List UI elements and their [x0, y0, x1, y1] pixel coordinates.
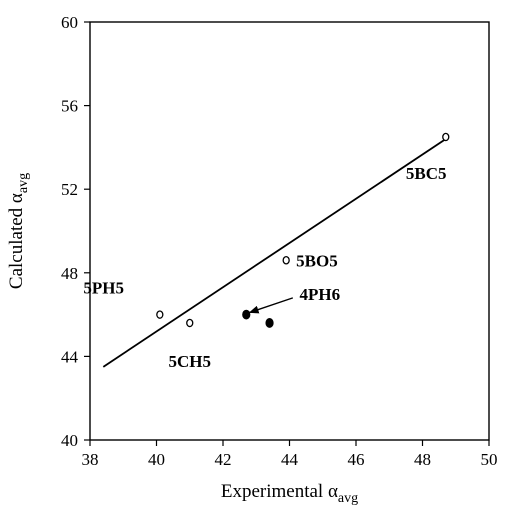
annotation-label: 5CH5	[169, 352, 212, 371]
y-axis-title-sub: avg	[16, 173, 31, 193]
y-tick-label: 56	[61, 97, 78, 116]
annotation-label: 5PH5	[83, 279, 124, 298]
x-tick-label: 40	[148, 450, 165, 469]
open-data-point	[282, 256, 290, 265]
open-data-point	[442, 132, 450, 142]
plot-area-frame	[89, 21, 490, 441]
annotation-label: 5BO5	[296, 252, 338, 271]
x-tick-label: 48	[414, 450, 431, 469]
y-tick-label: 52	[61, 180, 78, 199]
y-tick-label: 44	[61, 347, 79, 366]
annotation-label: 5BC5	[406, 164, 447, 183]
open-data-point	[156, 310, 164, 319]
filled-data-point	[242, 309, 251, 320]
x-axis-title-sub: avg	[338, 491, 358, 506]
y-tick-label: 40	[61, 431, 78, 450]
y-tick-label: 60	[61, 13, 78, 32]
filled-data-point	[265, 318, 274, 328]
y-tick-label: 48	[61, 264, 78, 283]
x-tick-label: 38	[82, 450, 99, 469]
x-tick-label: 50	[481, 450, 498, 469]
x-tick-label: 42	[215, 450, 232, 469]
annotation-arrow	[248, 297, 294, 314]
open-data-point	[186, 318, 194, 328]
annotation-label: 4PH6	[299, 285, 340, 304]
x-axis-title: Experimental αavg	[221, 481, 358, 506]
x-tick-label: 46	[348, 450, 365, 469]
x-axis-title-main: Experimental α	[221, 481, 338, 502]
y-axis-title-main: Calculated α	[6, 193, 27, 289]
y-axis-title: Calculated αavg	[6, 173, 31, 289]
x-tick-label: 44	[281, 450, 299, 469]
fit-line	[102, 138, 447, 368]
